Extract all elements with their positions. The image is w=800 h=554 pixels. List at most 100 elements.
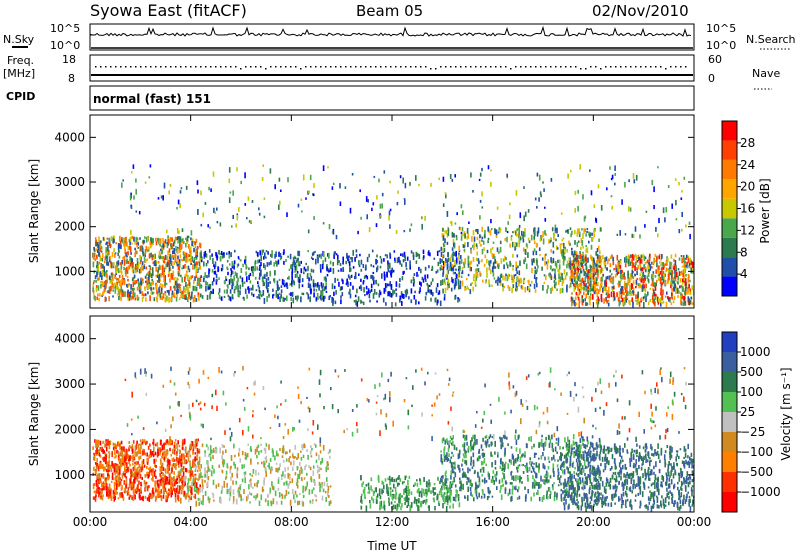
echo-cell: [113, 465, 116, 470]
echo-cell: [197, 209, 199, 215]
echo-cell: [382, 505, 384, 509]
echo-cell: [241, 478, 244, 483]
echo-cell: [662, 300, 665, 304]
echo-cell: [566, 272, 568, 276]
echo-cell: [312, 269, 315, 273]
echo-cell: [109, 280, 111, 284]
echo-cell: [593, 228, 595, 234]
echo-cell: [682, 257, 684, 262]
echo-cell: [150, 493, 153, 500]
echo-cell: [669, 261, 671, 268]
echo-cell: [149, 164, 152, 168]
echo-cell: [101, 446, 103, 450]
echo-cell: [238, 207, 240, 212]
echo-cell: [146, 277, 149, 281]
echo-cell: [136, 470, 139, 477]
echo-cell: [136, 451, 138, 457]
echo-cell: [472, 275, 475, 282]
echo-cell: [97, 465, 100, 472]
echo-cell: [576, 254, 578, 258]
echo-cell: [436, 269, 439, 273]
echo-cell: [589, 269, 592, 274]
echo-cell: [263, 215, 266, 219]
echo-cell: [418, 253, 421, 259]
echo-cell: [678, 290, 681, 295]
echo-cell: [220, 490, 223, 494]
echo-cell: [181, 446, 184, 450]
echo-cell: [172, 265, 174, 269]
echo-cell: [117, 260, 120, 266]
echo-cell: [648, 269, 650, 273]
echo-cell: [174, 492, 177, 499]
echo-cell: [112, 276, 114, 282]
echo-cell: [148, 176, 151, 179]
echo-cell: [148, 271, 151, 277]
echo-cell: [300, 296, 302, 303]
echo-cell: [352, 249, 354, 256]
echo-cell: [590, 278, 593, 282]
echo-cell: [680, 299, 682, 305]
echo-cell: [454, 222, 457, 225]
echo-cell: [218, 249, 220, 255]
echo-cell: [225, 475, 228, 479]
echo-cell: [566, 260, 569, 266]
echo-cell: [244, 255, 247, 262]
echo-cell: [551, 268, 554, 272]
echo-cell: [298, 250, 301, 257]
echo-cell: [410, 288, 413, 294]
echo-cell: [583, 216, 586, 222]
echo-cell: [515, 232, 518, 237]
echo-cell: [379, 291, 382, 296]
echo-cell: [579, 279, 581, 282]
echo-cell: [136, 257, 139, 262]
echo-cell: [156, 493, 159, 498]
echo-cell: [208, 286, 210, 290]
echo-cell: [315, 283, 317, 287]
echo-cell: [585, 233, 587, 237]
echo-cell: [641, 267, 644, 272]
echo-cell: [599, 250, 601, 255]
echo-cell: [395, 292, 398, 297]
echo-cell: [165, 282, 168, 285]
echo-cell: [108, 466, 111, 471]
echo-cell: [683, 263, 686, 267]
echo-cell: [569, 282, 572, 288]
echo-cell: [102, 448, 104, 454]
echo-cell: [152, 454, 155, 458]
echo-cell: [571, 275, 574, 279]
echo-cell: [136, 250, 138, 255]
echo-cell: [497, 231, 500, 234]
echo-cell: [389, 180, 391, 184]
nave-dot: [500, 66, 502, 68]
echo-cell: [103, 459, 105, 462]
echo-cell: [302, 489, 304, 494]
echo-cell: [363, 287, 365, 293]
echo-cell: [326, 483, 329, 487]
echo-cell: [230, 476, 232, 481]
echo-cell: [578, 268, 581, 270]
echo-cell: [173, 261, 175, 266]
echo-cell: [162, 256, 165, 260]
echo-cell: [479, 215, 481, 220]
echo-cell: [503, 264, 505, 270]
echo-cell: [144, 254, 146, 257]
echo-cell: [669, 266, 671, 272]
echo-cell: [342, 261, 344, 265]
echo-cell: [305, 197, 307, 200]
echo-cell: [185, 273, 188, 277]
echo-cell: [125, 478, 128, 485]
echo-cell: [641, 284, 644, 291]
echo-cell: [107, 261, 109, 266]
echo-cell: [197, 497, 200, 501]
echo-cell: [625, 299, 627, 302]
echo-cell: [108, 490, 110, 497]
nave-dot: [510, 68, 512, 70]
nave-dot: [160, 66, 162, 68]
echo-cell: [372, 265, 375, 268]
echo-cell: [404, 182, 407, 189]
echo-cell: [430, 297, 432, 302]
echo-cell: [252, 284, 254, 291]
echo-cell: [182, 453, 185, 456]
echo-cell: [532, 258, 535, 263]
nave-top-tick: 60: [708, 53, 722, 66]
